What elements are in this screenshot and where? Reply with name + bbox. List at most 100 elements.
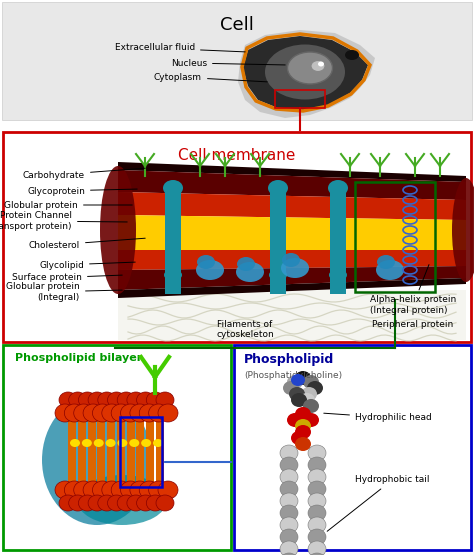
Ellipse shape (88, 392, 106, 408)
Ellipse shape (69, 392, 87, 408)
Ellipse shape (308, 493, 326, 509)
Ellipse shape (146, 495, 164, 511)
Ellipse shape (299, 393, 315, 407)
Text: Hydrophobic tail: Hydrophobic tail (327, 476, 429, 531)
Ellipse shape (308, 469, 326, 485)
Ellipse shape (291, 393, 307, 407)
Bar (156, 455, 164, 487)
Ellipse shape (42, 395, 152, 525)
Ellipse shape (77, 475, 167, 525)
Text: Protein Channel
(Transport protein): Protein Channel (Transport protein) (0, 211, 127, 231)
Ellipse shape (83, 404, 103, 422)
Ellipse shape (139, 404, 159, 422)
Polygon shape (118, 278, 466, 298)
Ellipse shape (280, 505, 298, 521)
Ellipse shape (308, 457, 326, 473)
Ellipse shape (111, 481, 131, 499)
Text: Nucleus: Nucleus (171, 58, 285, 68)
Polygon shape (118, 170, 466, 200)
Bar (2, 2, 472, 120)
Ellipse shape (280, 445, 298, 461)
Ellipse shape (280, 553, 298, 555)
Polygon shape (118, 250, 466, 270)
Ellipse shape (59, 392, 77, 408)
Ellipse shape (295, 437, 311, 451)
Ellipse shape (156, 392, 174, 408)
Ellipse shape (288, 52, 332, 84)
Text: Cytoplasm: Cytoplasm (154, 73, 267, 82)
Text: Surface protein: Surface protein (12, 274, 122, 282)
Ellipse shape (98, 495, 116, 511)
Text: Carbohydrate: Carbohydrate (23, 168, 145, 179)
Bar (330, 188, 346, 294)
Ellipse shape (141, 439, 151, 447)
Ellipse shape (137, 495, 155, 511)
Ellipse shape (100, 166, 136, 294)
Ellipse shape (308, 517, 326, 533)
Ellipse shape (269, 269, 287, 281)
Ellipse shape (303, 375, 319, 389)
Ellipse shape (158, 404, 178, 422)
Ellipse shape (55, 481, 75, 499)
Ellipse shape (329, 269, 347, 281)
Ellipse shape (377, 255, 395, 269)
Bar (120, 417, 162, 487)
Ellipse shape (280, 481, 298, 497)
Ellipse shape (59, 495, 77, 511)
Bar (3, 132, 471, 342)
Bar (97, 455, 105, 487)
Ellipse shape (78, 495, 96, 511)
Bar (156, 421, 164, 456)
Ellipse shape (295, 407, 311, 421)
Ellipse shape (307, 381, 323, 395)
Ellipse shape (74, 404, 94, 422)
Ellipse shape (280, 457, 298, 473)
Text: Globular protein
(Integral): Globular protein (Integral) (6, 282, 122, 302)
Bar (127, 455, 135, 487)
Ellipse shape (281, 258, 309, 278)
Polygon shape (118, 215, 466, 250)
Ellipse shape (117, 495, 135, 511)
Bar (107, 455, 115, 487)
Ellipse shape (118, 439, 128, 447)
Ellipse shape (295, 425, 311, 439)
Ellipse shape (64, 404, 84, 422)
Ellipse shape (308, 445, 326, 461)
Ellipse shape (291, 374, 305, 386)
Bar (137, 455, 145, 487)
Ellipse shape (291, 431, 307, 445)
Bar (127, 421, 135, 456)
Text: Filaments of
cytoskeleton: Filaments of cytoskeleton (216, 320, 274, 340)
Bar (137, 421, 145, 456)
Text: Hydrophilic head: Hydrophilic head (324, 413, 432, 422)
Polygon shape (118, 266, 466, 290)
Polygon shape (238, 30, 375, 118)
Ellipse shape (92, 481, 112, 499)
Ellipse shape (318, 62, 324, 67)
Bar (234, 345, 471, 550)
Ellipse shape (137, 392, 155, 408)
Ellipse shape (308, 541, 326, 555)
Bar (275, 90, 325, 108)
Ellipse shape (139, 481, 159, 499)
Ellipse shape (130, 404, 150, 422)
Ellipse shape (282, 253, 300, 267)
Ellipse shape (280, 493, 298, 509)
Bar (118, 290, 466, 340)
Ellipse shape (55, 404, 75, 422)
Ellipse shape (120, 481, 141, 499)
Text: Cell membrane: Cell membrane (178, 148, 296, 163)
Bar (146, 421, 154, 456)
Bar (3, 345, 231, 550)
Text: Phospholipid bilayer: Phospholipid bilayer (15, 353, 142, 363)
Text: Extracellular fluid: Extracellular fluid (115, 43, 245, 53)
Ellipse shape (287, 413, 303, 427)
Bar (68, 455, 76, 487)
Bar (97, 421, 105, 456)
Text: Cell: Cell (220, 16, 254, 34)
Ellipse shape (78, 392, 96, 408)
Ellipse shape (345, 50, 359, 60)
Ellipse shape (82, 439, 92, 447)
Ellipse shape (197, 255, 215, 269)
Ellipse shape (268, 180, 288, 196)
